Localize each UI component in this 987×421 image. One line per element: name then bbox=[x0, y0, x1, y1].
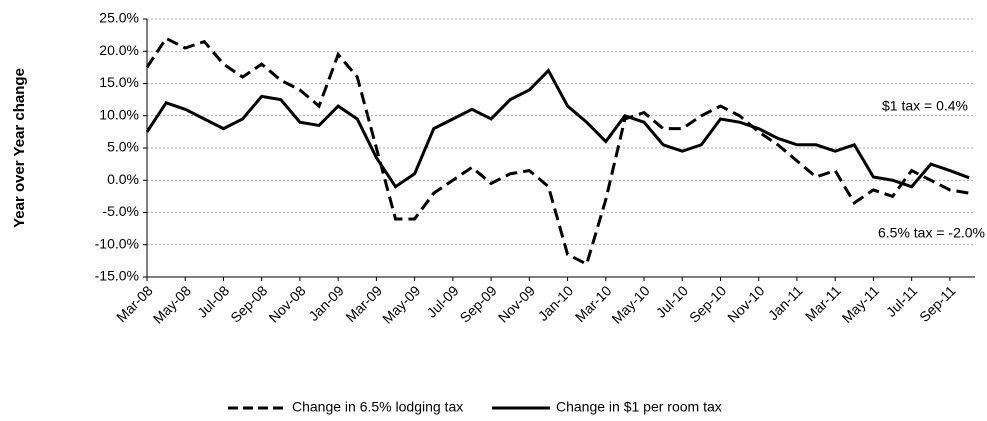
x-tick-label: Sep-10 bbox=[686, 282, 729, 325]
y-tick-label: -5.0% bbox=[102, 203, 139, 219]
x-tick-label: Sep-08 bbox=[227, 282, 270, 325]
x-tick-label: Mar-10 bbox=[572, 282, 615, 325]
x-tick-label: Jan-11 bbox=[765, 282, 806, 323]
annotation: $1 tax = 0.4% bbox=[882, 98, 968, 114]
x-tick-label: Mar-09 bbox=[342, 282, 385, 325]
x-tick-label: May-09 bbox=[379, 282, 423, 326]
x-tick-label: Mar-08 bbox=[113, 282, 156, 325]
y-tick-label: 25.0% bbox=[99, 10, 139, 26]
x-tick-label: Sep-11 bbox=[916, 282, 959, 325]
x-tick-label: Jan-09 bbox=[305, 282, 347, 324]
x-tick-label: Nov-08 bbox=[265, 282, 308, 325]
legend-label: Change in $1 per room tax bbox=[556, 399, 722, 415]
series-line bbox=[145, 36, 970, 267]
x-tick-label: May-10 bbox=[608, 282, 652, 326]
x-tick-label: May-08 bbox=[150, 282, 194, 326]
series-line bbox=[145, 68, 970, 189]
x-tick-label: Nov-09 bbox=[495, 282, 538, 325]
x-tick-label: Sep-09 bbox=[457, 282, 500, 325]
legend-label: Change in 6.5% lodging tax bbox=[292, 399, 463, 415]
x-tick-label: May-11 bbox=[839, 282, 883, 326]
y-axis-label: Year over Year change bbox=[11, 68, 28, 228]
annotation: 6.5% tax = -2.0% bbox=[878, 225, 985, 241]
y-tick-label: -10.0% bbox=[95, 235, 139, 251]
y-tick-label: -15.0% bbox=[95, 268, 139, 284]
x-tick-label: Jul-11 bbox=[883, 282, 921, 320]
y-tick-label: 0.0% bbox=[107, 171, 139, 187]
x-tick-label: Mar-11 bbox=[802, 282, 844, 324]
y-tick-label: 5.0% bbox=[107, 139, 139, 155]
y-tick-label: 15.0% bbox=[99, 74, 139, 90]
y-tick-label: 20.0% bbox=[99, 42, 139, 58]
x-tick-label: Jan-10 bbox=[535, 282, 577, 324]
x-tick-label: Nov-10 bbox=[724, 282, 767, 325]
y-tick-label: 10.0% bbox=[99, 106, 139, 122]
